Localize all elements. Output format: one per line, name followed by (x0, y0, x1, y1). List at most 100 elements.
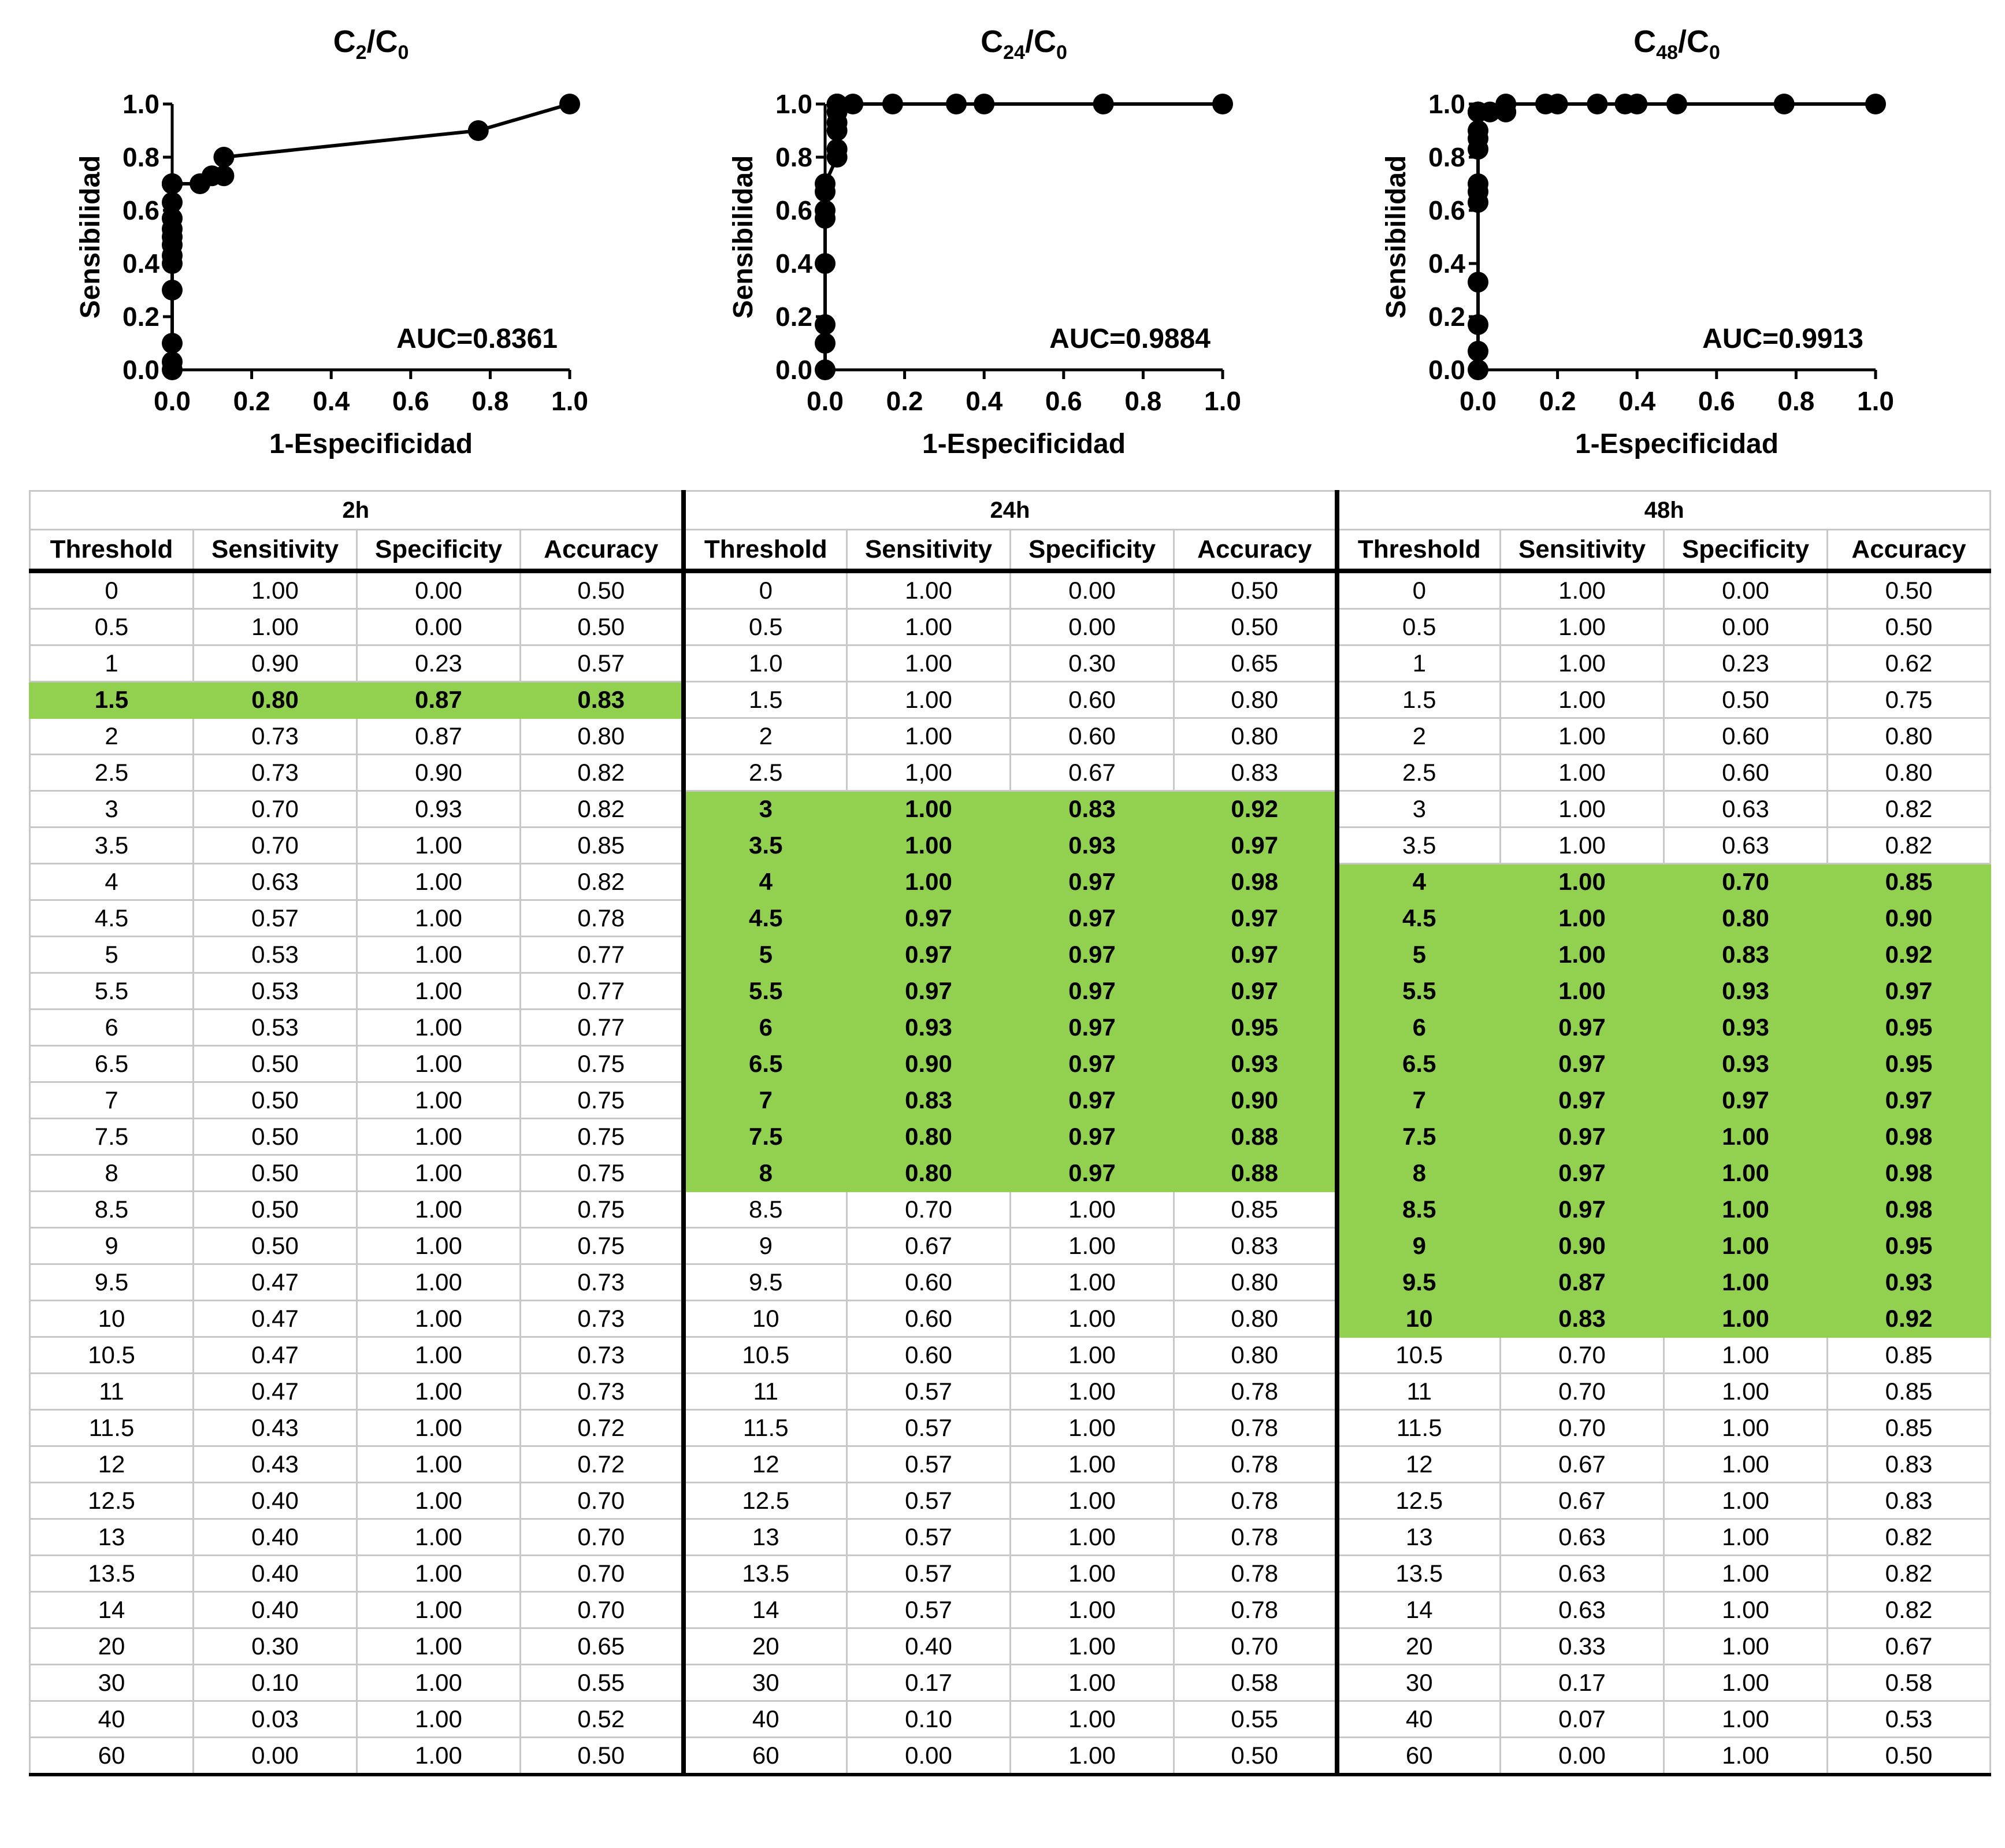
y-tick-label: 0.8 (775, 142, 812, 172)
table-cell: 0.97 (1499, 1154, 1665, 1192)
table-cell: 0.57 (846, 1518, 1011, 1556)
table-cell: 4 (1334, 863, 1501, 901)
table-cell: 1.00 (356, 1300, 521, 1338)
table-cell: 0.97 (1499, 1081, 1665, 1119)
table-cell: 0.00 (1499, 1736, 1665, 1776)
table-cell: 0.83 (1173, 1227, 1338, 1265)
table-cell: 1.00 (1663, 1118, 1828, 1156)
table-cell: 12.5 (29, 1482, 194, 1520)
table-cell: 1.00 (1009, 1518, 1175, 1556)
table-cell: 0.50 (1173, 1736, 1338, 1776)
table-cell: 0.50 (519, 608, 684, 646)
table-cell: 5 (681, 936, 848, 974)
y-axis-label: Sensibilidad (1381, 155, 1412, 319)
table-cell: 0.97 (1663, 1081, 1828, 1119)
table-cell: 0.85 (1826, 1409, 1991, 1447)
table-cell: 0.57 (846, 1482, 1011, 1520)
table-cell: 0.07 (1499, 1700, 1665, 1738)
roc-chart-1: C2/C0 0.00.0 0.2 0.2 0.4 0.4 0.6 0.6 0.8 0.8 1.0 1.… (75, 24, 588, 459)
table-cell: 11 (681, 1372, 848, 1411)
y-tick-label: 0.0 (122, 355, 159, 385)
table-cell: 0.17 (846, 1664, 1011, 1702)
table-cell: 4 (29, 863, 194, 901)
table-cell: 1.00 (356, 1700, 521, 1738)
table-cell: 0.75 (519, 1045, 684, 1083)
table-cell: 0.93 (356, 790, 521, 828)
table-row: 60 0.00 1.00 0.50 60 0.00 1.00 0.50 60 0.00 1.00 0.… (29, 1736, 1991, 1776)
table-cell: 0.93 (1826, 1263, 1991, 1301)
table-cell: 1.00 (846, 790, 1011, 828)
table-cell: 9.5 (681, 1263, 848, 1301)
table-row: 1.5 0.80 0.87 0.83 1.5 1.00 0.60 0.80 1.5 1.00 0.5… (29, 681, 1991, 719)
x-axis-label: 1-Especificidad (269, 429, 473, 459)
y-tick-label: 1.0 (775, 89, 812, 119)
table-cell: 1.00 (1663, 1300, 1828, 1338)
y-tick-label: 1.0 (122, 89, 159, 119)
table-cell: 11 (29, 1372, 194, 1411)
roc-point (1093, 94, 1114, 114)
x-tick-label: 0.8 (1777, 386, 1814, 416)
roc-point (815, 253, 836, 274)
table-cell: 0.00 (1663, 608, 1828, 646)
table-cell: 0.57 (846, 1409, 1011, 1447)
group-header-row: 2h 24h 48h (29, 490, 1991, 530)
table-row: 2.5 0.73 0.90 0.82 2.5 1,00 0.67 0.83 2.5 1.00 0.6… (29, 754, 1991, 792)
table-cell: 4 (681, 863, 848, 901)
table-cell: 1.00 (1009, 1372, 1175, 1411)
table-cell: 1.5 (1334, 681, 1501, 719)
table-cell: 1.00 (1009, 1664, 1175, 1702)
table-cell: 3 (29, 790, 194, 828)
table-cell: 1.00 (1499, 681, 1665, 719)
roc-point (974, 94, 995, 114)
table-cell: 1.00 (356, 1409, 521, 1447)
table-cell: 0.85 (1826, 863, 1991, 901)
roc-point (1587, 94, 1608, 114)
table-cell: 0.60 (846, 1263, 1011, 1301)
table-cell: 0.70 (192, 790, 358, 828)
table-cell: 6.5 (29, 1045, 194, 1083)
table-cell: 6.5 (681, 1045, 848, 1083)
table-cell: 1.00 (1009, 1263, 1175, 1301)
table-cell: 1.00 (846, 717, 1011, 755)
table-cell: 0.50 (1826, 608, 1991, 646)
table-cell: 0.50 (1173, 608, 1338, 646)
table-cell: 13 (1334, 1518, 1501, 1556)
y-tick-label: 0.0 (1428, 355, 1465, 385)
table-cell: 1.5 (681, 681, 848, 719)
y-tick-label: 0.6 (1428, 195, 1465, 225)
table-cell: 30 (1334, 1664, 1501, 1702)
table-cell: 0.50 (192, 1118, 358, 1156)
table-cell: 0.90 (846, 1045, 1011, 1083)
table-cell: 0.97 (1499, 1190, 1665, 1229)
table-cell: 0.43 (192, 1445, 358, 1483)
table-cell: 0.23 (356, 644, 521, 682)
roc-point (1547, 94, 1568, 114)
roc-point (162, 192, 183, 213)
table-cell: 1.00 (356, 1627, 521, 1665)
table-cell: 1.00 (1009, 1700, 1175, 1738)
column-header: Accuracy (1826, 529, 1991, 573)
table-cell: 0.52 (519, 1700, 684, 1738)
x-tick-label: 0.6 (1698, 386, 1735, 416)
x-tick-label: 0.0 (154, 386, 191, 416)
table-cell: 0.00 (356, 608, 521, 646)
table-cell: 0.03 (192, 1700, 358, 1738)
table-cell: 1.00 (356, 1554, 521, 1593)
table-cell: 0.90 (1826, 899, 1991, 937)
roc-point (1495, 94, 1517, 114)
table-cell: 1.00 (1009, 1591, 1175, 1629)
table-cell: 0.77 (519, 1008, 684, 1047)
table-cell: 1.00 (1499, 936, 1665, 974)
table-cell: 0.78 (1173, 1445, 1338, 1483)
roc-point (1468, 340, 1488, 362)
table-cell: 5.5 (681, 972, 848, 1010)
table-cell: 0.47 (192, 1372, 358, 1411)
table-cell: 3 (681, 790, 848, 828)
table-cell: 0.72 (519, 1445, 684, 1483)
roc-point (815, 359, 836, 380)
column-header: Specificity (356, 529, 521, 573)
table-row: 7 0.50 1.00 0.75 7 0.83 0.97 0.90 7 0.97 0.97 0.97 (29, 1081, 1991, 1119)
table-cell: 8 (681, 1154, 848, 1192)
table-cell: 0.63 (192, 863, 358, 901)
y-tick-label: 0.8 (122, 142, 159, 172)
